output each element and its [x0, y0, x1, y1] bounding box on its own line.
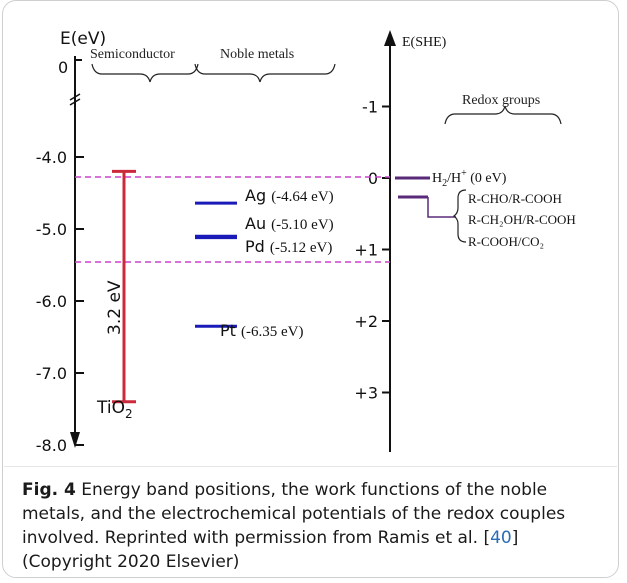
semiconductor-label: Semiconductor — [90, 47, 175, 62]
redox-couple-3: R-COOH/CO₂ — [468, 234, 544, 249]
semiconductor-header: Semiconductor — [90, 47, 199, 83]
redox-couple-1: R-CHO/R-COOH — [468, 191, 562, 206]
right-axis-tick-label: -1 — [362, 98, 378, 117]
tio2-label: TiO2 — [96, 398, 133, 421]
left-axis-tick-label: -5.0 — [36, 220, 67, 239]
figure-caption: Fig. 4 Energy band positions, the work f… — [22, 478, 612, 574]
left-axis-tick-label: -6.0 — [36, 292, 67, 311]
h2-label: H2/H+ (0 eV) — [432, 168, 507, 189]
noble-metals-label: Noble metals — [220, 47, 294, 62]
left-axis-label: E(eV) — [60, 29, 106, 49]
right-axis: E(SHE) -1 0 +1 +2 +3 — [354, 30, 447, 452]
right-axis-label: E(SHE) — [402, 35, 447, 50]
left-axis-top-tick: 0 — [58, 58, 68, 77]
redox-couple-2: R-CH₂OH/R-COOH — [468, 212, 576, 227]
caption-divider — [4, 466, 617, 467]
organic-connector — [427, 197, 456, 218]
right-axis-tick-label: +2 — [354, 312, 378, 331]
redox-groups-label: Redox groups — [462, 93, 540, 108]
tio2-bandgap: 3.2 eV TiO2 — [96, 169, 136, 421]
left-axis-tick-label: -7.0 — [36, 364, 67, 383]
caption-reference-link[interactable]: 40 — [490, 528, 512, 548]
metal-label-au: Au (-5.10 eV) — [245, 214, 334, 233]
noble-metals-header: Noble metals — [194, 47, 336, 83]
noble-metals: Ag (-4.64 eV) Au (-5.10 eV) Pd (-5.12 eV) P… — [195, 186, 334, 340]
redox-couples: H2/H+ (0 eV) R-CHO/R-COOH R-CH₂OH/R-COOH… — [395, 168, 576, 249]
redox-brace — [453, 189, 467, 243]
figure-frame — [2, 0, 619, 578]
left-axis-tick-label: -8.0 — [36, 436, 67, 455]
right-axis-tick-label: 0 — [368, 169, 378, 188]
left-axis-tick-label: -4.0 — [36, 148, 67, 167]
energy-diagram: E(eV) 0 -4.0 -5.0 -6.0 -7.0 -8.0 Semiconduct… — [36, 29, 576, 455]
metal-label-ag: Ag (-4.64 eV) — [245, 186, 334, 205]
metal-label-pt: Pt (-6.35 eV) — [220, 321, 304, 340]
caption-text-2: ] (Copyright 2020 Elsevier) — [22, 528, 519, 572]
caption-text-1: Energy band positions, the work function… — [22, 480, 566, 548]
right-axis-tick-label: +3 — [354, 384, 378, 403]
metal-label-pd: Pd (-5.12 eV) — [245, 237, 332, 256]
redox-groups-header: Redox groups — [444, 93, 562, 125]
caption-fig-label: Fig. 4 — [22, 480, 76, 500]
left-axis: E(eV) 0 -4.0 -5.0 -6.0 -7.0 -8.0 — [36, 29, 106, 455]
bandgap-label: 3.2 eV — [105, 280, 125, 335]
right-axis-tick-label: +1 — [354, 241, 378, 260]
